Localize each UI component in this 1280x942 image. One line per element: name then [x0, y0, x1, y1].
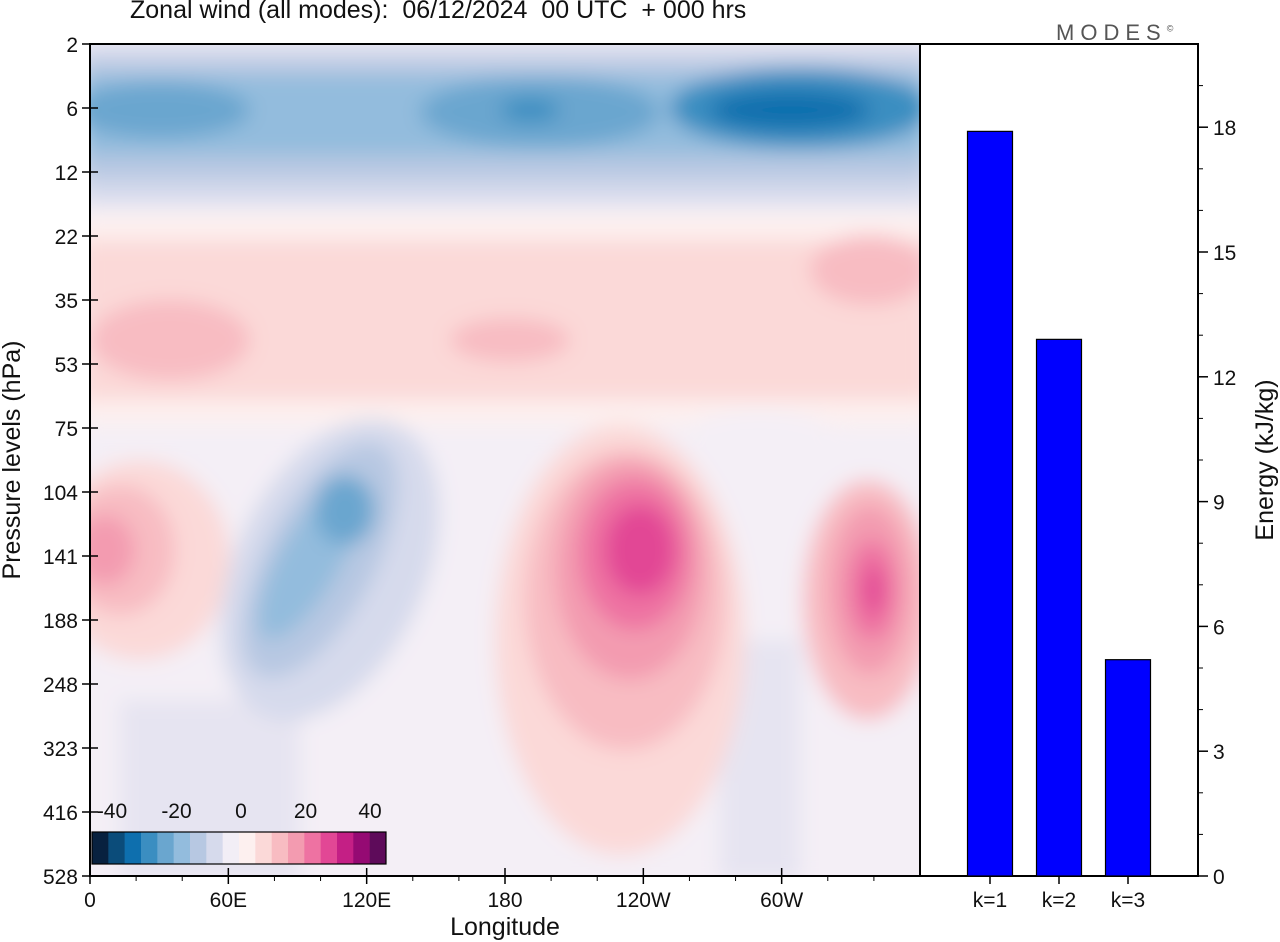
- y-tick-label: 53: [55, 354, 78, 377]
- energy-axis-label: Energy (kJ/kg): [1251, 379, 1279, 540]
- bar-category-label: k=2: [1042, 889, 1076, 912]
- y-tick-label: 12: [55, 162, 78, 185]
- colorbar-swatch: [353, 832, 370, 864]
- x-tick-label: 120W: [616, 889, 671, 912]
- y-tick-label: 141: [43, 546, 78, 569]
- colorbar-swatch: [239, 832, 256, 864]
- energy-tick-label: 6: [1213, 616, 1225, 639]
- y-tick-label: 6: [66, 98, 78, 121]
- colorbar-swatch: [288, 832, 305, 864]
- energy-tick-label: 15: [1213, 242, 1236, 265]
- y-tick-label: 188: [43, 610, 78, 633]
- x-tick-label: 60W: [760, 889, 803, 912]
- x-tick-label: 180: [487, 889, 522, 912]
- colorbar-swatch: [157, 832, 174, 864]
- y-tick-label: 528: [43, 866, 78, 889]
- colorbar-swatch: [222, 832, 240, 864]
- x-tick-label: 0: [84, 889, 96, 912]
- logo-mark: ©: [1166, 23, 1174, 34]
- figure-title: Zonal wind (all modes): 06/12/2024 00 UT…: [130, 0, 747, 24]
- x-tick-label: 60E: [210, 889, 247, 912]
- y-axis-label: Pressure levels (hPa): [0, 341, 26, 580]
- y-tick-label: 2: [66, 34, 78, 57]
- colorbar-tick-label: 40: [358, 800, 381, 823]
- energy-tick-label: 0: [1213, 866, 1225, 889]
- colorbar-swatch: [124, 832, 142, 864]
- colorbar-tick-label: 20: [294, 800, 317, 823]
- colorbar-tick-label: -20: [161, 800, 191, 823]
- colorbar-swatch: [320, 832, 338, 864]
- colorbar-swatch: [92, 832, 109, 864]
- energy-tick-label: 3: [1213, 741, 1225, 764]
- colorbar-tick-label: 0: [235, 800, 247, 823]
- colorbar-swatch: [304, 832, 321, 864]
- y-tick-label: 75: [55, 418, 78, 441]
- heatmap-field: [90, 44, 920, 876]
- colorbar-swatch: [337, 832, 354, 864]
- y-tick-label: 323: [43, 738, 78, 761]
- modes-logo: MODES©: [1056, 20, 1173, 46]
- y-tick-label: 35: [55, 290, 78, 313]
- x-tick-label: 120E: [342, 889, 391, 912]
- y-tick-label: 248: [43, 674, 78, 697]
- colorbar-swatch: [108, 832, 125, 864]
- bar-series: [966, 130, 1152, 877]
- colorbar-frame: [91, 831, 387, 865]
- x-axis-label: Longitude: [450, 913, 560, 941]
- bar-k=2: [1035, 338, 1083, 877]
- colorbar-swatch: [255, 832, 272, 864]
- y-tick-label: 104: [43, 482, 78, 505]
- energy-tick-label: 12: [1213, 367, 1236, 390]
- logo-text: MODES: [1056, 20, 1167, 45]
- colorbar: -40 -20 0 20 40: [91, 800, 387, 865]
- colorbar-swatch: [141, 832, 158, 864]
- colorbar-swatch: [271, 832, 289, 864]
- colorbar-swatch: [206, 832, 223, 864]
- bar-category-label: k=3: [1111, 889, 1145, 912]
- bar-k=1: [966, 130, 1014, 877]
- colorbar-swatch: [173, 832, 191, 864]
- energy-tick-label: 9: [1213, 492, 1225, 515]
- colorbar-swatch: [190, 832, 207, 864]
- y-tick-label: 416: [43, 802, 78, 825]
- energy-tick-label: 18: [1213, 117, 1236, 140]
- colorbar-swatch: [369, 832, 387, 864]
- bar-k=3: [1104, 659, 1152, 877]
- y-tick-label: 22: [55, 226, 78, 249]
- bar-category-label: k=1: [973, 889, 1007, 912]
- colorbar-tick-label: -40: [97, 800, 127, 823]
